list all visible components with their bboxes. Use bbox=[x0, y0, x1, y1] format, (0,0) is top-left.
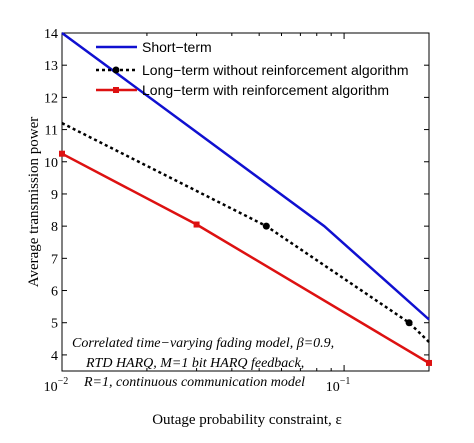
series-markers bbox=[59, 150, 432, 366]
ticks: 4 5 6 7 8 9 10 11 12 13 14 10−2 10−1 bbox=[44, 27, 430, 395]
data-point-circle bbox=[262, 222, 270, 230]
y-tick-label: 13 bbox=[44, 59, 58, 74]
x-axis-title: Outage probability constraint, ε bbox=[152, 412, 342, 428]
y-tick-label: 11 bbox=[45, 124, 58, 139]
y-tick-label: 8 bbox=[51, 220, 58, 235]
data-point-square bbox=[426, 359, 432, 366]
annotation-line-2: RTD HARQ, M=1 bit HARQ feedback, bbox=[85, 356, 304, 371]
x-tick-label: 10−1 bbox=[326, 376, 351, 395]
annotation-line-3: R=1, continuous communication model bbox=[83, 375, 305, 390]
legend-marker-long-term-with bbox=[113, 87, 119, 93]
series-line-short-term bbox=[61, 31, 430, 321]
legend-label-long-term-with: Long−term with reinforcement algorithm bbox=[142, 82, 389, 98]
legend-label-short-term: Short−term bbox=[142, 39, 212, 55]
y-axis-title: Average transmission power bbox=[26, 117, 42, 288]
y-tick-label: 4 bbox=[51, 349, 58, 364]
legend: Short−term Long−term without reinforceme… bbox=[96, 39, 409, 98]
data-point-circle bbox=[405, 319, 413, 327]
data-point-square bbox=[193, 221, 200, 228]
series-line-long-term-without bbox=[61, 121, 430, 343]
y-tick-label: 9 bbox=[51, 188, 58, 203]
y-tick-label: 6 bbox=[51, 285, 58, 300]
legend-marker-long-term-without bbox=[112, 66, 120, 74]
annotation-line-1: Correlated time−varying fading model, β=… bbox=[72, 336, 334, 351]
y-tick-label: 14 bbox=[44, 27, 58, 42]
data-point-square bbox=[59, 150, 65, 157]
y-tick-label: 12 bbox=[44, 91, 58, 106]
y-tick-label: 5 bbox=[51, 317, 58, 332]
legend-label-long-term-without: Long−term without reinforcement algorith… bbox=[142, 62, 409, 78]
y-tick-label: 10 bbox=[44, 156, 58, 171]
x-tick-label: 10−2 bbox=[44, 376, 69, 395]
y-tick-label: 7 bbox=[51, 252, 58, 267]
annotation: Correlated time−varying fading model, β=… bbox=[72, 336, 334, 390]
